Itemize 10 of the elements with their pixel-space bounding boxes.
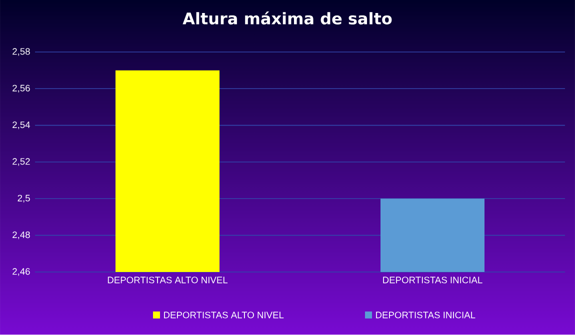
chart-title: Altura máxima de salto	[182, 11, 392, 25]
legend-label: DEPORTISTAS INICIAL	[376, 312, 476, 318]
legend-label: DEPORTISTAS ALTO NIVEL	[164, 312, 284, 318]
y-tick-label: 2,52	[12, 158, 30, 166]
y-tick-label: 2,46	[12, 268, 30, 276]
y-tick-label: 2,54	[12, 121, 30, 130]
y-tick-label: 2,56	[12, 84, 30, 93]
y-tick-label: 2,5	[18, 194, 30, 203]
y-tick-label: 2,58	[12, 48, 30, 56]
y-tick-label: 2,48	[12, 231, 30, 240]
